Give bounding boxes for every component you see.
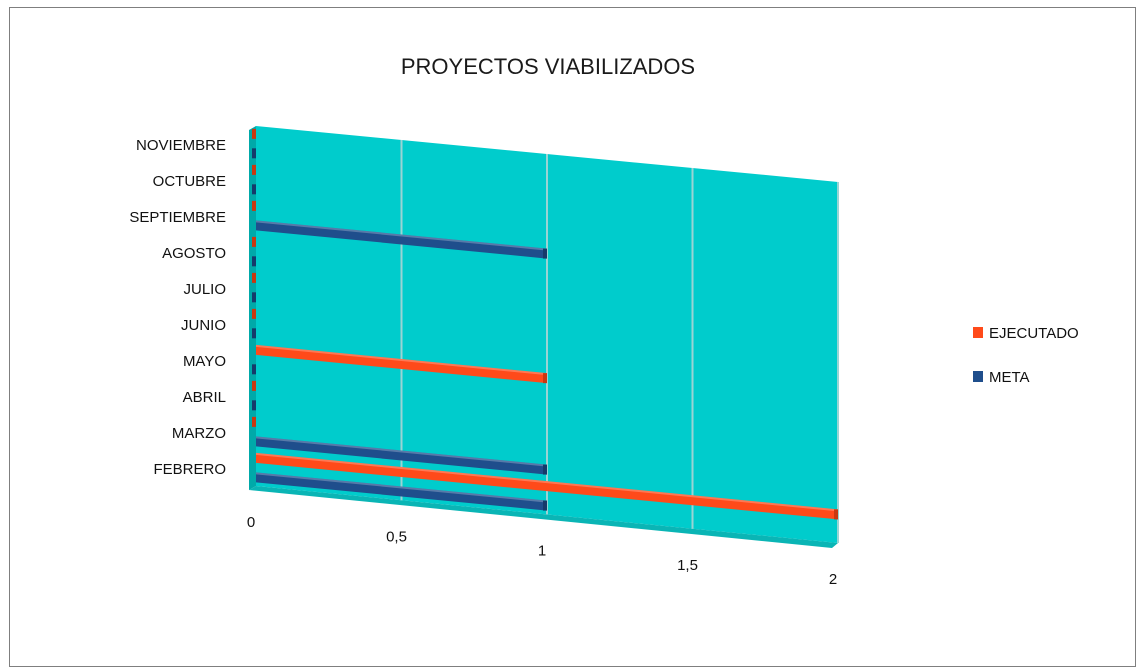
plot-area [249,126,839,548]
tick-label: 0 [247,514,255,531]
legend-swatch [973,327,983,338]
legend-swatch [973,371,983,382]
plot-floor [249,486,838,548]
bar [252,416,256,427]
x-axis-ticks: 0 0,5 1 1,5 2 [247,514,837,588]
bar [256,220,547,259]
bar [252,256,256,267]
category-label: SEPTIEMBRE [129,209,226,226]
bar [256,452,838,520]
tick-label: 1 [538,543,546,560]
plot-side-wall [249,126,256,490]
category-label: JUNIO [181,317,226,334]
category-label: ABRIL [183,389,226,406]
bar [252,200,256,211]
category-label: JULIO [183,281,226,298]
category-label: AGOSTO [162,245,226,262]
bar [252,128,256,139]
legend-label: META [989,369,1030,386]
category-label: MAYO [183,353,226,370]
bar-chart: PROYECTOS VIABILIZADOS FEBRERO MARZO ABRIL… [129,54,1079,588]
bar [252,364,256,375]
bar [252,308,256,319]
legend-item: EJECUTADO [973,325,1079,342]
bar [252,148,256,159]
category-label: NOVIEMBRE [136,137,226,154]
bar [252,328,256,339]
category-labels: FEBRERO MARZO ABRIL MAYO JUNIO JULIO AGOSTO SEP… [129,137,226,478]
category-label: FEBRERO [153,461,226,478]
tick-label: 1,5 [677,557,698,574]
bar [252,400,256,411]
bar [256,472,547,511]
chart-title: PROYECTOS VIABILIZADOS [401,54,695,79]
legend-label: EJECUTADO [989,325,1079,342]
category-label: MARZO [172,425,226,442]
tick-label: 0,5 [386,528,407,545]
legend-item: META [973,369,1030,386]
bar [256,436,547,475]
bar [252,380,256,391]
legend: EJECUTADO META [973,325,1079,386]
bar [252,184,256,195]
tick-label: 2 [829,571,837,588]
bar [252,292,256,303]
category-label: OCTUBRE [153,173,226,190]
bar [252,236,256,247]
bar [256,344,547,384]
bar [252,164,256,175]
bar [252,272,256,283]
